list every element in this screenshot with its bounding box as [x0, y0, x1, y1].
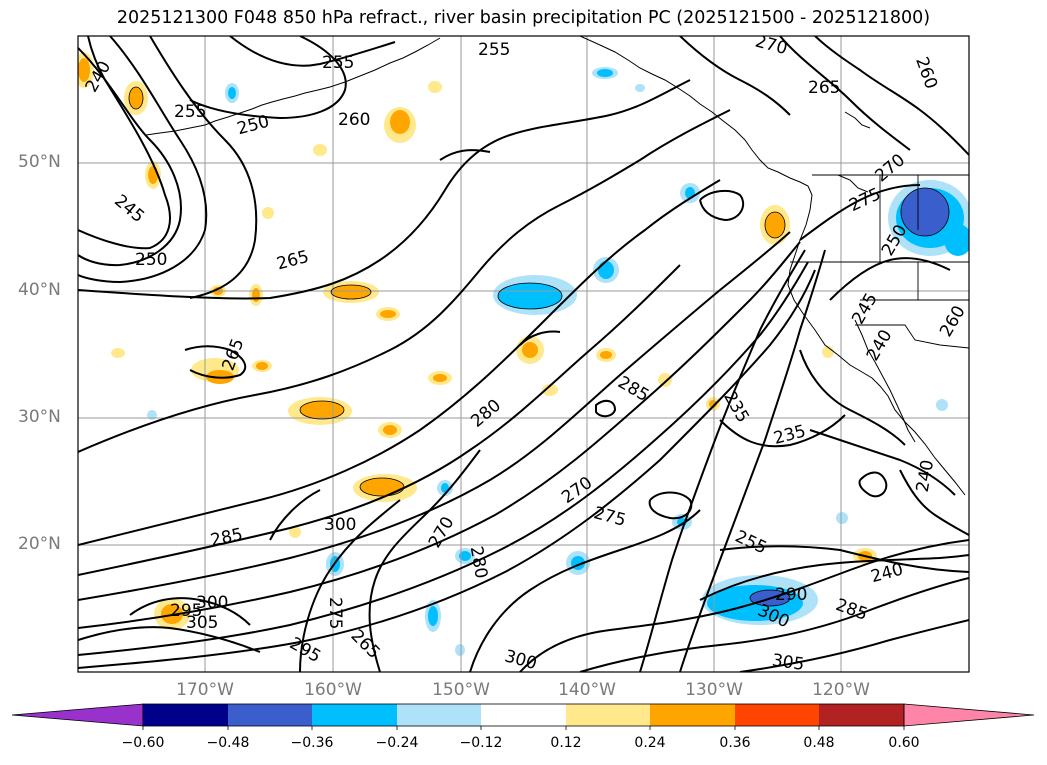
colorbar-segment	[819, 704, 904, 726]
contour-label: 300	[324, 515, 356, 535]
lon-label-130w: 130°W	[685, 680, 743, 700]
contour-label: 290	[775, 585, 807, 605]
colorbar-segment	[143, 704, 228, 726]
contour-label: 305	[186, 613, 218, 633]
colorbar-tick-label: 0.60	[888, 735, 920, 751]
lon-label-170w: 170°W	[176, 680, 234, 700]
lat-label-40n: 40°N	[18, 280, 61, 300]
contour-label: 260	[338, 110, 370, 130]
lon-label-160w: 160°W	[304, 680, 362, 700]
colorbar-segment	[481, 704, 566, 726]
lon-label-120w: 120°W	[812, 680, 870, 700]
lat-label-20n: 20°N	[18, 534, 61, 554]
precip-shading-positive	[78, 52, 877, 630]
contour-label: 305	[771, 651, 806, 675]
colorbar-segment	[312, 704, 397, 726]
colorbar-tick-label: −0.36	[290, 735, 334, 751]
map-title: 2025121300 F048 850 hPa refract., river …	[116, 8, 931, 28]
lat-label-50n: 50°N	[18, 152, 61, 172]
colorbar-tick-label: 0.12	[550, 735, 582, 751]
precip-shading-negative	[147, 67, 969, 656]
colorbar-segment	[566, 704, 650, 726]
borders	[790, 174, 969, 349]
colorbar-segment	[397, 704, 481, 726]
colorbar-segment	[650, 704, 735, 726]
contour-label: 255	[322, 53, 354, 73]
contour-label: 255	[174, 102, 206, 122]
shading-outlines	[128, 86, 950, 607]
colorbar-tick-label: −0.24	[375, 735, 419, 751]
contour-label: 265	[808, 78, 840, 98]
colorbar-tick-label: −0.12	[459, 735, 503, 751]
refractivity-contours	[78, 36, 969, 672]
colorbar-tick-label: 0.36	[719, 735, 751, 751]
contour-label: 250	[135, 250, 167, 270]
contour-label: 300	[196, 593, 228, 613]
colorbar-segment	[735, 704, 819, 726]
contour-label: 275	[325, 597, 345, 629]
colorbar-segment	[228, 704, 312, 726]
colorbar-tick-label: 0.48	[803, 735, 835, 751]
colorbar-tick-label: 0.24	[634, 735, 666, 751]
colorbar-segment	[11, 703, 144, 727]
lon-label-150w: 150°W	[432, 680, 490, 700]
colorbar-tick-label: −0.48	[206, 735, 250, 751]
lon-label-140w: 140°W	[558, 680, 616, 700]
gridlines	[78, 36, 969, 672]
contour-label: 255	[478, 40, 510, 60]
colorbar-segment	[903, 703, 1035, 727]
colorbar	[11, 703, 1035, 730]
contour-label: 295	[170, 601, 202, 621]
lat-label-30n: 30°N	[18, 407, 61, 427]
colorbar-tick-label: −0.60	[121, 735, 165, 751]
